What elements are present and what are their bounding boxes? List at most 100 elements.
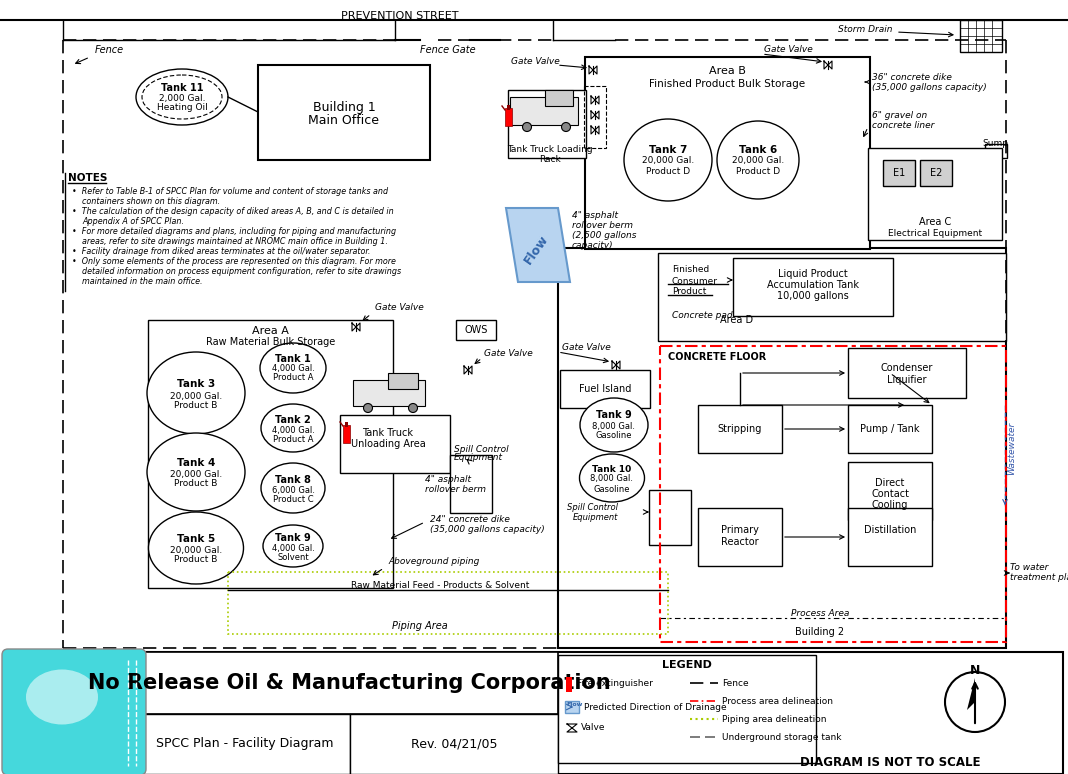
- Bar: [505, 108, 512, 126]
- Bar: [566, 677, 572, 692]
- Bar: [698, 405, 782, 453]
- Text: Piping area delineation: Piping area delineation: [722, 714, 827, 724]
- Text: Aboveground piping: Aboveground piping: [388, 557, 480, 567]
- Ellipse shape: [624, 119, 712, 201]
- Text: Gasoline: Gasoline: [596, 431, 632, 440]
- Text: Finished Product Bulk Storage: Finished Product Bulk Storage: [649, 79, 805, 89]
- Text: Fence: Fence: [722, 679, 749, 687]
- Polygon shape: [506, 208, 570, 282]
- Text: 36" concrete dike: 36" concrete dike: [871, 73, 952, 81]
- Text: Tank 10: Tank 10: [593, 464, 631, 474]
- Text: 20,000 Gal.: 20,000 Gal.: [732, 156, 784, 166]
- Text: Tank 4: Tank 4: [177, 458, 215, 468]
- Bar: [545, 90, 574, 106]
- Text: (35,000 gallons capacity): (35,000 gallons capacity): [430, 526, 545, 535]
- Text: Equipment: Equipment: [454, 454, 503, 463]
- Text: Liquid Product: Liquid Product: [779, 269, 848, 279]
- Text: 4" asphalt: 4" asphalt: [425, 475, 471, 485]
- Bar: [340, 415, 450, 473]
- Text: (35,000 gallons capacity): (35,000 gallons capacity): [871, 83, 987, 91]
- Text: Fuel Island: Fuel Island: [579, 384, 631, 394]
- Text: Product C: Product C: [272, 495, 313, 504]
- Text: Area B: Area B: [709, 66, 745, 76]
- Ellipse shape: [562, 122, 570, 132]
- Ellipse shape: [147, 433, 245, 511]
- Bar: [140, 652, 557, 714]
- Text: 6,000 Gal.: 6,000 Gal.: [271, 485, 314, 495]
- Bar: [258, 65, 430, 160]
- Text: OWS: OWS: [465, 325, 488, 335]
- Text: Concrete pad: Concrete pad: [672, 310, 733, 320]
- Text: Product: Product: [672, 287, 706, 296]
- Ellipse shape: [136, 69, 227, 125]
- Polygon shape: [565, 701, 579, 713]
- Bar: [148, 320, 393, 588]
- Text: Tank 5: Tank 5: [177, 534, 215, 544]
- Text: •  Refer to Table B-1 of SPCC Plan for volume and content of storage tanks and: • Refer to Table B-1 of SPCC Plan for vo…: [72, 187, 388, 196]
- Text: Raw Material Bulk Storage: Raw Material Bulk Storage: [206, 337, 335, 347]
- Text: maintained in the main office.: maintained in the main office.: [82, 277, 203, 286]
- Bar: [456, 320, 496, 340]
- Text: E2: E2: [930, 168, 942, 178]
- Text: Solvent: Solvent: [278, 553, 309, 561]
- Text: 20,000 Gal.: 20,000 Gal.: [642, 156, 694, 166]
- Text: Tank 9: Tank 9: [276, 533, 311, 543]
- Text: rollover berm: rollover berm: [425, 485, 486, 494]
- Text: Accumulation Tank: Accumulation Tank: [767, 280, 859, 290]
- Text: Tank 9: Tank 9: [596, 410, 632, 420]
- Text: 4,000 Gal.: 4,000 Gal.: [271, 543, 314, 553]
- Text: areas, refer to site drawings maintained at NROMC main office in Building 1.: areas, refer to site drawings maintained…: [82, 237, 388, 246]
- Bar: [350, 714, 557, 774]
- Bar: [868, 148, 1002, 240]
- Ellipse shape: [717, 121, 799, 199]
- Text: Predicted Direction of Drainage: Predicted Direction of Drainage: [584, 703, 726, 711]
- Text: N: N: [970, 663, 980, 676]
- Text: Underground storage tank: Underground storage tank: [722, 732, 842, 741]
- Text: CONCRETE FLOOR: CONCRETE FLOOR: [668, 352, 766, 362]
- Text: Gate Valve: Gate Valve: [512, 57, 560, 67]
- Text: Tank 7: Tank 7: [649, 145, 687, 155]
- Text: Valve: Valve: [581, 724, 606, 732]
- Text: Area D: Area D: [720, 315, 753, 325]
- Text: Process area delineation: Process area delineation: [722, 697, 833, 705]
- Ellipse shape: [363, 403, 373, 413]
- Text: Process Area: Process Area: [790, 608, 849, 618]
- Text: Product D: Product D: [646, 166, 690, 176]
- Text: Direct: Direct: [876, 478, 905, 488]
- Text: 6" gravel on: 6" gravel on: [871, 111, 927, 119]
- Bar: [848, 508, 932, 566]
- Bar: [343, 425, 350, 443]
- Text: Product B: Product B: [174, 402, 218, 410]
- Text: Tank 11: Tank 11: [161, 83, 203, 93]
- Bar: [698, 508, 782, 566]
- Text: Product D: Product D: [736, 166, 780, 176]
- Ellipse shape: [522, 122, 532, 132]
- Text: Fire extinguisher: Fire extinguisher: [577, 680, 653, 689]
- Text: Condenser: Condenser: [881, 363, 933, 373]
- Text: Reactor: Reactor: [721, 537, 758, 547]
- Text: Stripping: Stripping: [718, 424, 763, 434]
- Bar: [848, 405, 932, 453]
- Text: (2,500 gallons: (2,500 gallons: [572, 231, 637, 239]
- Text: Pump / Tank: Pump / Tank: [860, 424, 920, 434]
- Text: Product B: Product B: [174, 556, 218, 564]
- Text: •  Only some elements of the process are represented on this diagram. For more: • Only some elements of the process are …: [72, 257, 396, 266]
- Bar: [920, 160, 952, 186]
- Text: 4,000 Gal.: 4,000 Gal.: [271, 365, 314, 374]
- Text: SPCC Plan - Facility Diagram: SPCC Plan - Facility Diagram: [156, 738, 333, 751]
- Text: •  For more detailed diagrams and plans, including for piping and manufacturing: • For more detailed diagrams and plans, …: [72, 227, 396, 236]
- Text: •  The calculation of the design capacity of diked areas A, B, and C is detailed: • The calculation of the design capacity…: [72, 207, 394, 216]
- Text: Electrical Equipment: Electrical Equipment: [888, 228, 983, 238]
- Text: concrete liner: concrete liner: [871, 121, 934, 129]
- Text: E1: E1: [893, 168, 905, 178]
- Text: Equipment: Equipment: [572, 512, 618, 522]
- Text: LEGEND: LEGEND: [662, 660, 712, 670]
- Ellipse shape: [26, 670, 98, 724]
- Text: Fence: Fence: [95, 45, 124, 55]
- Text: Consumer: Consumer: [672, 276, 718, 286]
- Text: 20,000 Gal.: 20,000 Gal.: [170, 392, 222, 400]
- Bar: [584, 86, 606, 148]
- Text: Product A: Product A: [272, 434, 313, 444]
- Text: containers shown on this diagram.: containers shown on this diagram.: [82, 197, 220, 206]
- Bar: [354, 380, 425, 406]
